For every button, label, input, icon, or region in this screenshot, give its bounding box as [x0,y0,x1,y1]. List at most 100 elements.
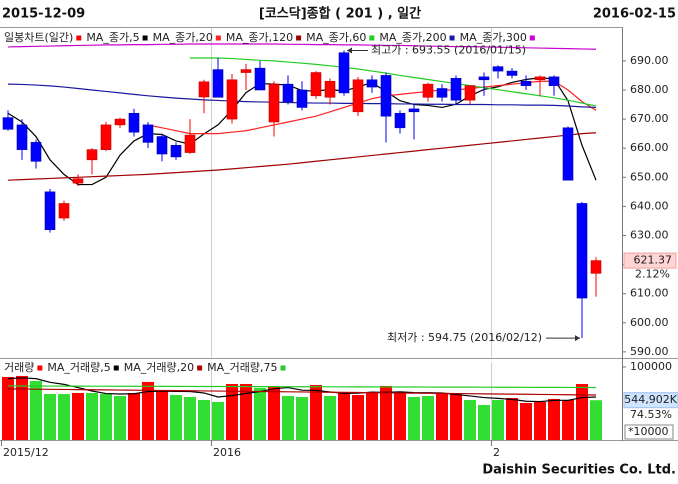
candle-body [114,118,126,126]
x-tick-label: 2016 [213,446,241,459]
candle-body [548,76,560,86]
candle-body [394,112,406,129]
y-tick-label: 610.00 [630,287,669,300]
candle-body [338,52,350,94]
y-tick-label: 590.00 [630,345,669,358]
candle-body [240,69,252,73]
ma-line [7,132,597,181]
candle-body [212,69,224,98]
legend-marker [142,35,148,41]
volume-bar [464,399,476,440]
candle-body [226,79,238,120]
legend-label: MA_종가,300 [460,31,527,44]
volume-bar [212,401,224,440]
last-price: 621.37 [634,254,673,267]
start-date: 2015-12-09 [2,7,85,22]
volume-bar [296,396,308,440]
volume-bar [282,395,294,440]
volume-bar [100,393,112,440]
volume-ratio: 74.53% [630,408,672,421]
volume-bar [310,385,322,440]
volume-bar [184,396,196,440]
legend-label: 거래량 [4,361,34,374]
candle-body [576,203,588,299]
volume-bar [520,402,532,440]
legend-marker [215,35,221,41]
candle-body [436,88,448,98]
volume-bar [352,395,364,440]
legend-label: MA_거래량,5 [47,361,110,374]
volume-ma-line [7,388,597,396]
ma-line [7,43,597,50]
candle-body [562,127,574,181]
volume-bar [534,401,546,440]
y-tick-label: 640.00 [630,199,669,212]
legend-label: MA_종가,20 [153,31,213,44]
volume-bar [436,392,448,440]
volume-bar [380,385,392,440]
end-date: 2016-02-15 [593,7,676,22]
candle-body [296,89,308,108]
candle-body [310,72,322,97]
volume-bar [324,395,336,440]
volume-bar [576,383,588,440]
candle-body [156,136,168,155]
legend-label: MA_종가,60 [306,31,366,44]
legend-label: MA_종가,5 [86,31,139,44]
last-volume: 544,902K [624,393,677,406]
candle-body [380,75,392,117]
candle-body [464,85,476,101]
volume-bar [86,392,98,440]
volume-bar [422,395,434,440]
candle-body [478,76,490,81]
volume-bar [562,399,574,440]
legend-label: MA_종가,120 [226,31,293,44]
legend-label: MA_거래량,20 [124,361,194,374]
arrow-head [575,335,580,342]
y-tick-label: 600.00 [630,316,669,329]
x-tick-label: 2015/12 [3,446,49,459]
volume-bar [548,398,560,440]
legend-marker [529,35,535,41]
volume-bar [2,376,14,440]
candle-body [254,67,266,91]
legend-marker [449,35,455,41]
x-tick-label: 2 [493,446,500,459]
y-tick-label: 670.00 [630,112,669,125]
arrow-head [347,47,352,54]
footer: Daishin Securities Co. Ltd. [482,463,676,478]
volume-bar [268,385,280,440]
volume-bar [72,392,84,440]
volume-ma-line [7,385,597,389]
legend-marker [76,35,82,41]
legend-label: MA_종가,200 [379,31,446,44]
candle-body [534,76,546,81]
volume-bar [114,395,126,440]
candle-body [450,78,462,101]
candle-body [2,117,14,130]
y-tick-label: 100000 [630,360,672,373]
volume-bar [198,399,210,440]
candle-body [590,260,602,274]
candle-body [58,203,70,219]
candle-body [30,142,42,162]
candle-body [268,83,280,123]
legend-marker [37,365,43,371]
annotation: 최고가 : 693.55 (2016/01/15) [371,44,526,57]
volume-bar [156,390,168,440]
candle-body [44,191,56,230]
volume-bar [44,393,56,440]
last-volume-box [623,392,678,409]
volume-bar [492,399,504,440]
volume-bar [408,396,420,440]
candle-body [282,83,294,102]
last-price-box [623,252,677,269]
unit-box [624,424,674,440]
volume-bar [226,383,238,440]
volume-bar [128,392,140,440]
candle-body [16,124,28,150]
legend-marker [369,35,375,41]
candle-body [492,66,504,72]
candle-body [86,149,98,161]
